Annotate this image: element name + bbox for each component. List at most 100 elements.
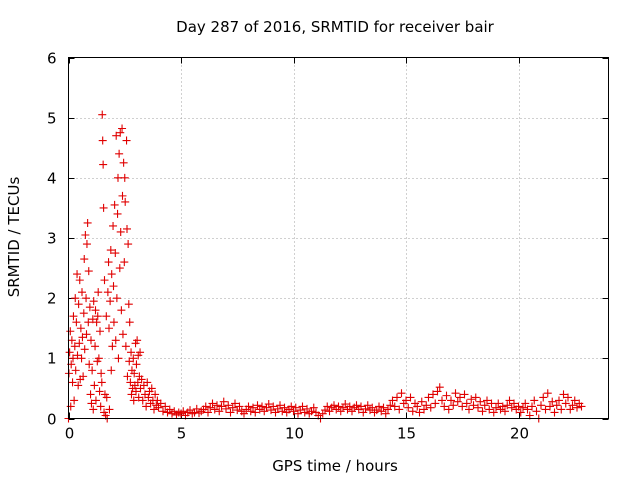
data-point [422, 401, 431, 410]
x-axis-label: GPS time / hours [272, 457, 398, 475]
data-point [76, 324, 85, 333]
data-point [192, 404, 201, 413]
data-point [91, 306, 100, 315]
data-point [118, 191, 127, 200]
data-point [111, 249, 120, 258]
data-point [116, 227, 125, 236]
data-point [113, 209, 122, 218]
data-point [115, 264, 124, 273]
chart-title: Day 287 of 2016, SRMTID for receiver bai… [176, 18, 495, 36]
data-point [68, 378, 77, 387]
data-point [453, 397, 462, 406]
data-point [357, 402, 365, 411]
data-point [102, 312, 111, 321]
data-point [70, 342, 79, 351]
data-point [138, 396, 147, 405]
x-tick-label-1: 5 [177, 425, 187, 443]
data-point [112, 294, 121, 303]
data-point [114, 354, 123, 363]
data-point [537, 401, 545, 410]
data-point [156, 399, 165, 408]
y-tick-label-6: 6 [47, 50, 57, 68]
data-point [440, 402, 449, 411]
data-point [114, 173, 122, 182]
data-point [103, 288, 112, 297]
data-point [249, 403, 257, 412]
data-point [109, 221, 118, 230]
data-point [82, 294, 91, 303]
data-point [460, 390, 469, 399]
data-point [81, 230, 90, 239]
data-point [133, 336, 142, 345]
data-point [120, 173, 129, 182]
data-point [85, 360, 94, 369]
data-point [75, 276, 84, 285]
data-point [539, 393, 548, 402]
data-point [514, 402, 523, 411]
data-point [143, 378, 152, 387]
data-point [375, 402, 383, 411]
data-point [226, 408, 235, 417]
data-point [84, 267, 93, 276]
data-point [438, 396, 446, 405]
data-point [532, 407, 541, 416]
data-point [66, 327, 75, 336]
data-point [98, 136, 107, 145]
data-point [231, 399, 239, 408]
data-point [406, 393, 415, 402]
data-point [564, 393, 572, 402]
data-point [74, 381, 83, 390]
data-point [379, 403, 388, 412]
data-point [566, 405, 575, 414]
data-point [552, 401, 561, 410]
data-point [264, 400, 273, 409]
data-point [106, 297, 115, 306]
data-point [130, 369, 139, 378]
data-point [341, 400, 350, 409]
data-point [117, 306, 126, 315]
data-point [77, 354, 86, 363]
data-point [99, 203, 108, 212]
data-point [352, 401, 361, 410]
data-point [94, 288, 103, 297]
data-point [93, 312, 102, 321]
data-point [79, 372, 88, 381]
data-point [91, 342, 100, 351]
data-point [269, 402, 278, 411]
data-point [106, 246, 115, 255]
data-point [124, 240, 133, 249]
data-point [74, 300, 83, 309]
data-point [476, 397, 485, 406]
data-point [559, 390, 568, 399]
data-point [505, 396, 514, 405]
data-point [132, 387, 140, 396]
data-point [94, 354, 103, 363]
y-tick-label-3: 3 [47, 230, 57, 248]
data-point [485, 405, 494, 414]
x-tick-label-2: 10 [285, 425, 304, 443]
data-point [577, 402, 586, 411]
data-point [480, 401, 489, 410]
data-point [451, 389, 460, 398]
data-point [521, 399, 530, 408]
data-point [70, 396, 79, 405]
data-point [530, 396, 539, 405]
data-point [142, 402, 151, 411]
data-point [456, 393, 464, 402]
data-point [501, 407, 509, 416]
data-point [96, 327, 104, 336]
data-point [123, 372, 132, 381]
data-point [555, 396, 563, 405]
data-point [107, 270, 116, 279]
data-point [258, 402, 266, 411]
data-point [208, 399, 217, 408]
data-point [65, 348, 74, 357]
data-point [129, 396, 138, 405]
data-point [390, 402, 399, 411]
data-point [276, 401, 284, 410]
data-point [150, 405, 158, 414]
data-point [89, 405, 98, 414]
data-point [570, 396, 579, 405]
data-point [323, 402, 332, 411]
